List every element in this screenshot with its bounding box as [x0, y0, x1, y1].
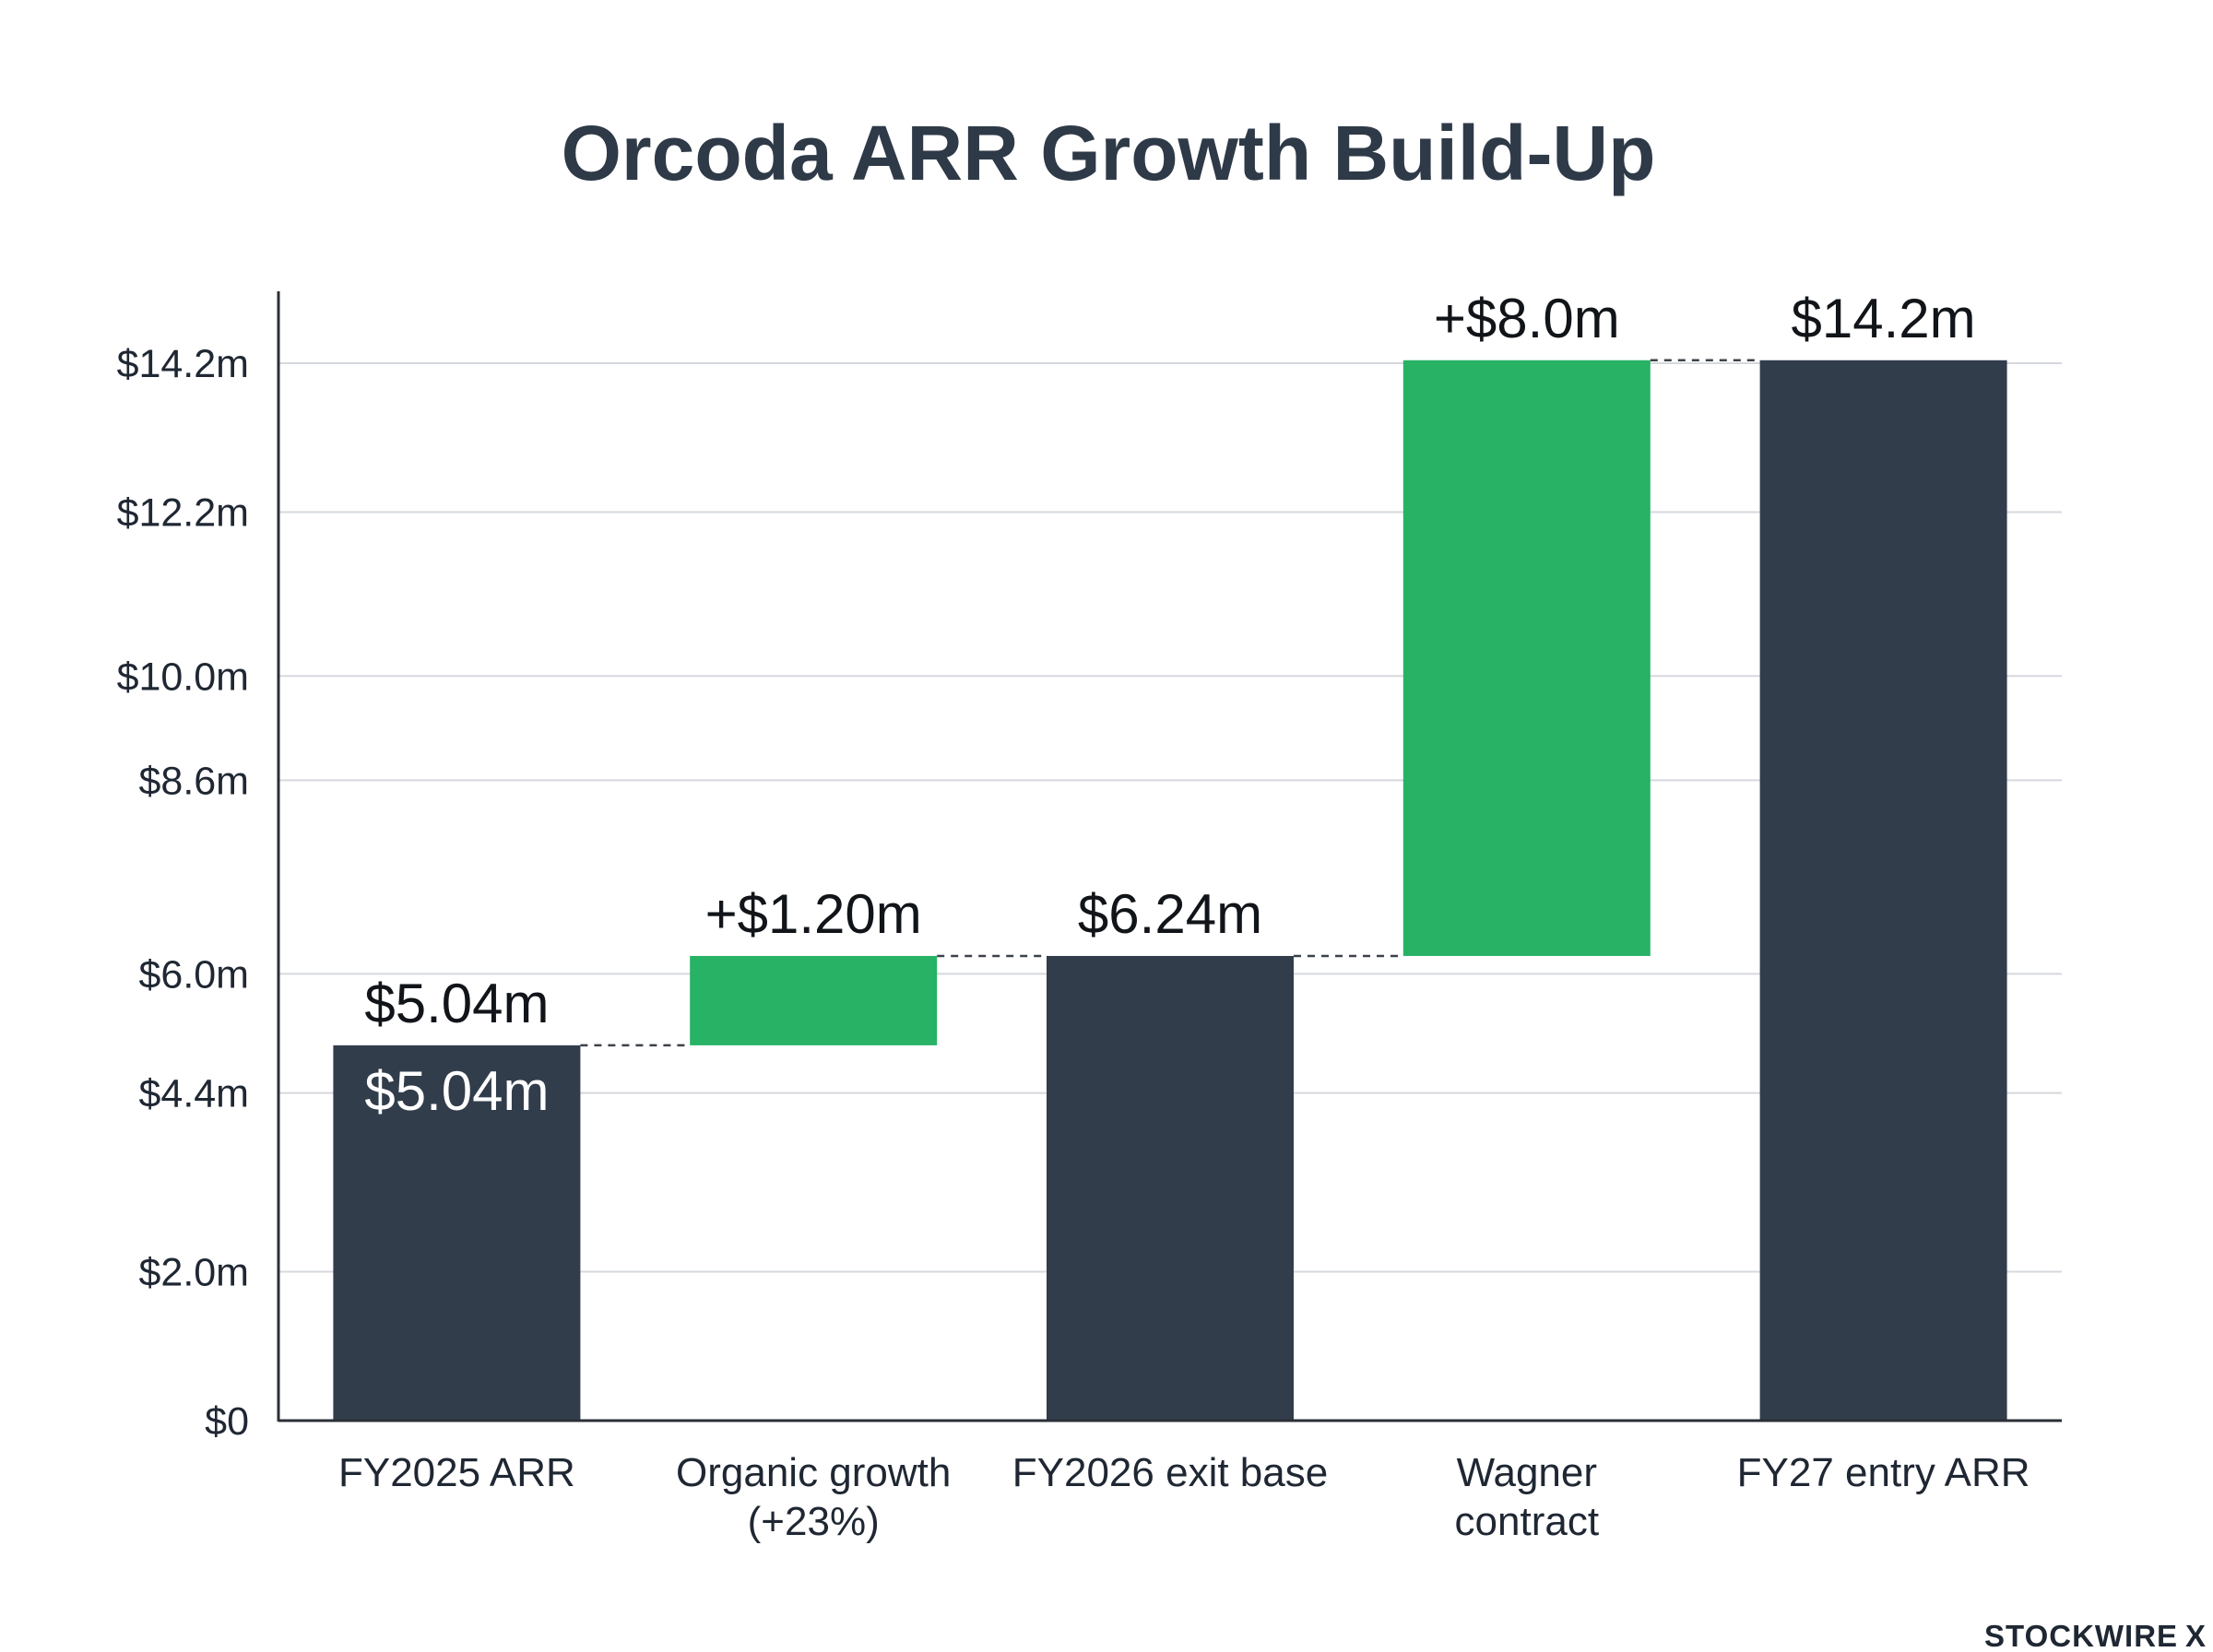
brand-logo: STOCKWIRE X	[1984, 1619, 2207, 1652]
y-tick-label: $10.0m	[117, 655, 249, 699]
y-tick-label: $12.2m	[117, 491, 249, 536]
total-bar	[1759, 360, 2007, 1421]
brand-mark: X	[2185, 1619, 2207, 1652]
x-tick-label: (+23%)	[748, 1499, 880, 1544]
y-axis-ticks: $0 $2.0m $4.4m $6.0m $8.6m $10.0m $12.2m $14.2m	[117, 342, 249, 1444]
x-tick-label: FY2025 ARR	[338, 1450, 575, 1495]
data-label: $5.04m	[364, 973, 549, 1034]
x-tick-label: Organic growth	[676, 1450, 951, 1495]
y-tick-label: $14.2m	[117, 342, 249, 386]
brand-text: STOCKWIRE	[1984, 1619, 2178, 1652]
bar-labels: $5.04m $5.04m +$1.20m $6.24m +$8.0m $14.2m	[364, 288, 1975, 1122]
y-tick-label: $0	[205, 1399, 249, 1444]
x-tick-label: Wagner	[1457, 1450, 1597, 1495]
data-label: +$8.0m	[1434, 288, 1620, 349]
y-tick-label: $2.0m	[138, 1250, 249, 1294]
x-tick-label: FY27 entry ARR	[1737, 1450, 2030, 1495]
y-tick-label: $6.0m	[138, 952, 249, 997]
bars	[333, 360, 2007, 1421]
y-tick-label: $4.4m	[138, 1072, 249, 1116]
x-tick-label: FY2026 exit base	[1012, 1450, 1328, 1495]
data-label-inner: $5.04m	[364, 1060, 549, 1122]
increase-bar	[690, 955, 938, 1045]
connectors	[580, 359, 1760, 1047]
data-label: +$1.20m	[705, 883, 922, 945]
total-bar	[1047, 955, 1294, 1421]
chart-title: Orcoda ARR Growth Build-Up	[562, 110, 1656, 196]
total-bar	[333, 1044, 581, 1421]
data-label: $14.2m	[1792, 288, 1976, 349]
axes	[277, 291, 2062, 1422]
data-label: $6.24m	[1078, 883, 1262, 945]
increase-bar	[1402, 360, 1651, 956]
x-axis-ticks: FY2025 ARR Organic growth(+23%) FY2026 exi…	[338, 1450, 2030, 1544]
x-tick-label: contract	[1455, 1499, 1600, 1544]
y-tick-label: $8.6m	[138, 759, 249, 803]
